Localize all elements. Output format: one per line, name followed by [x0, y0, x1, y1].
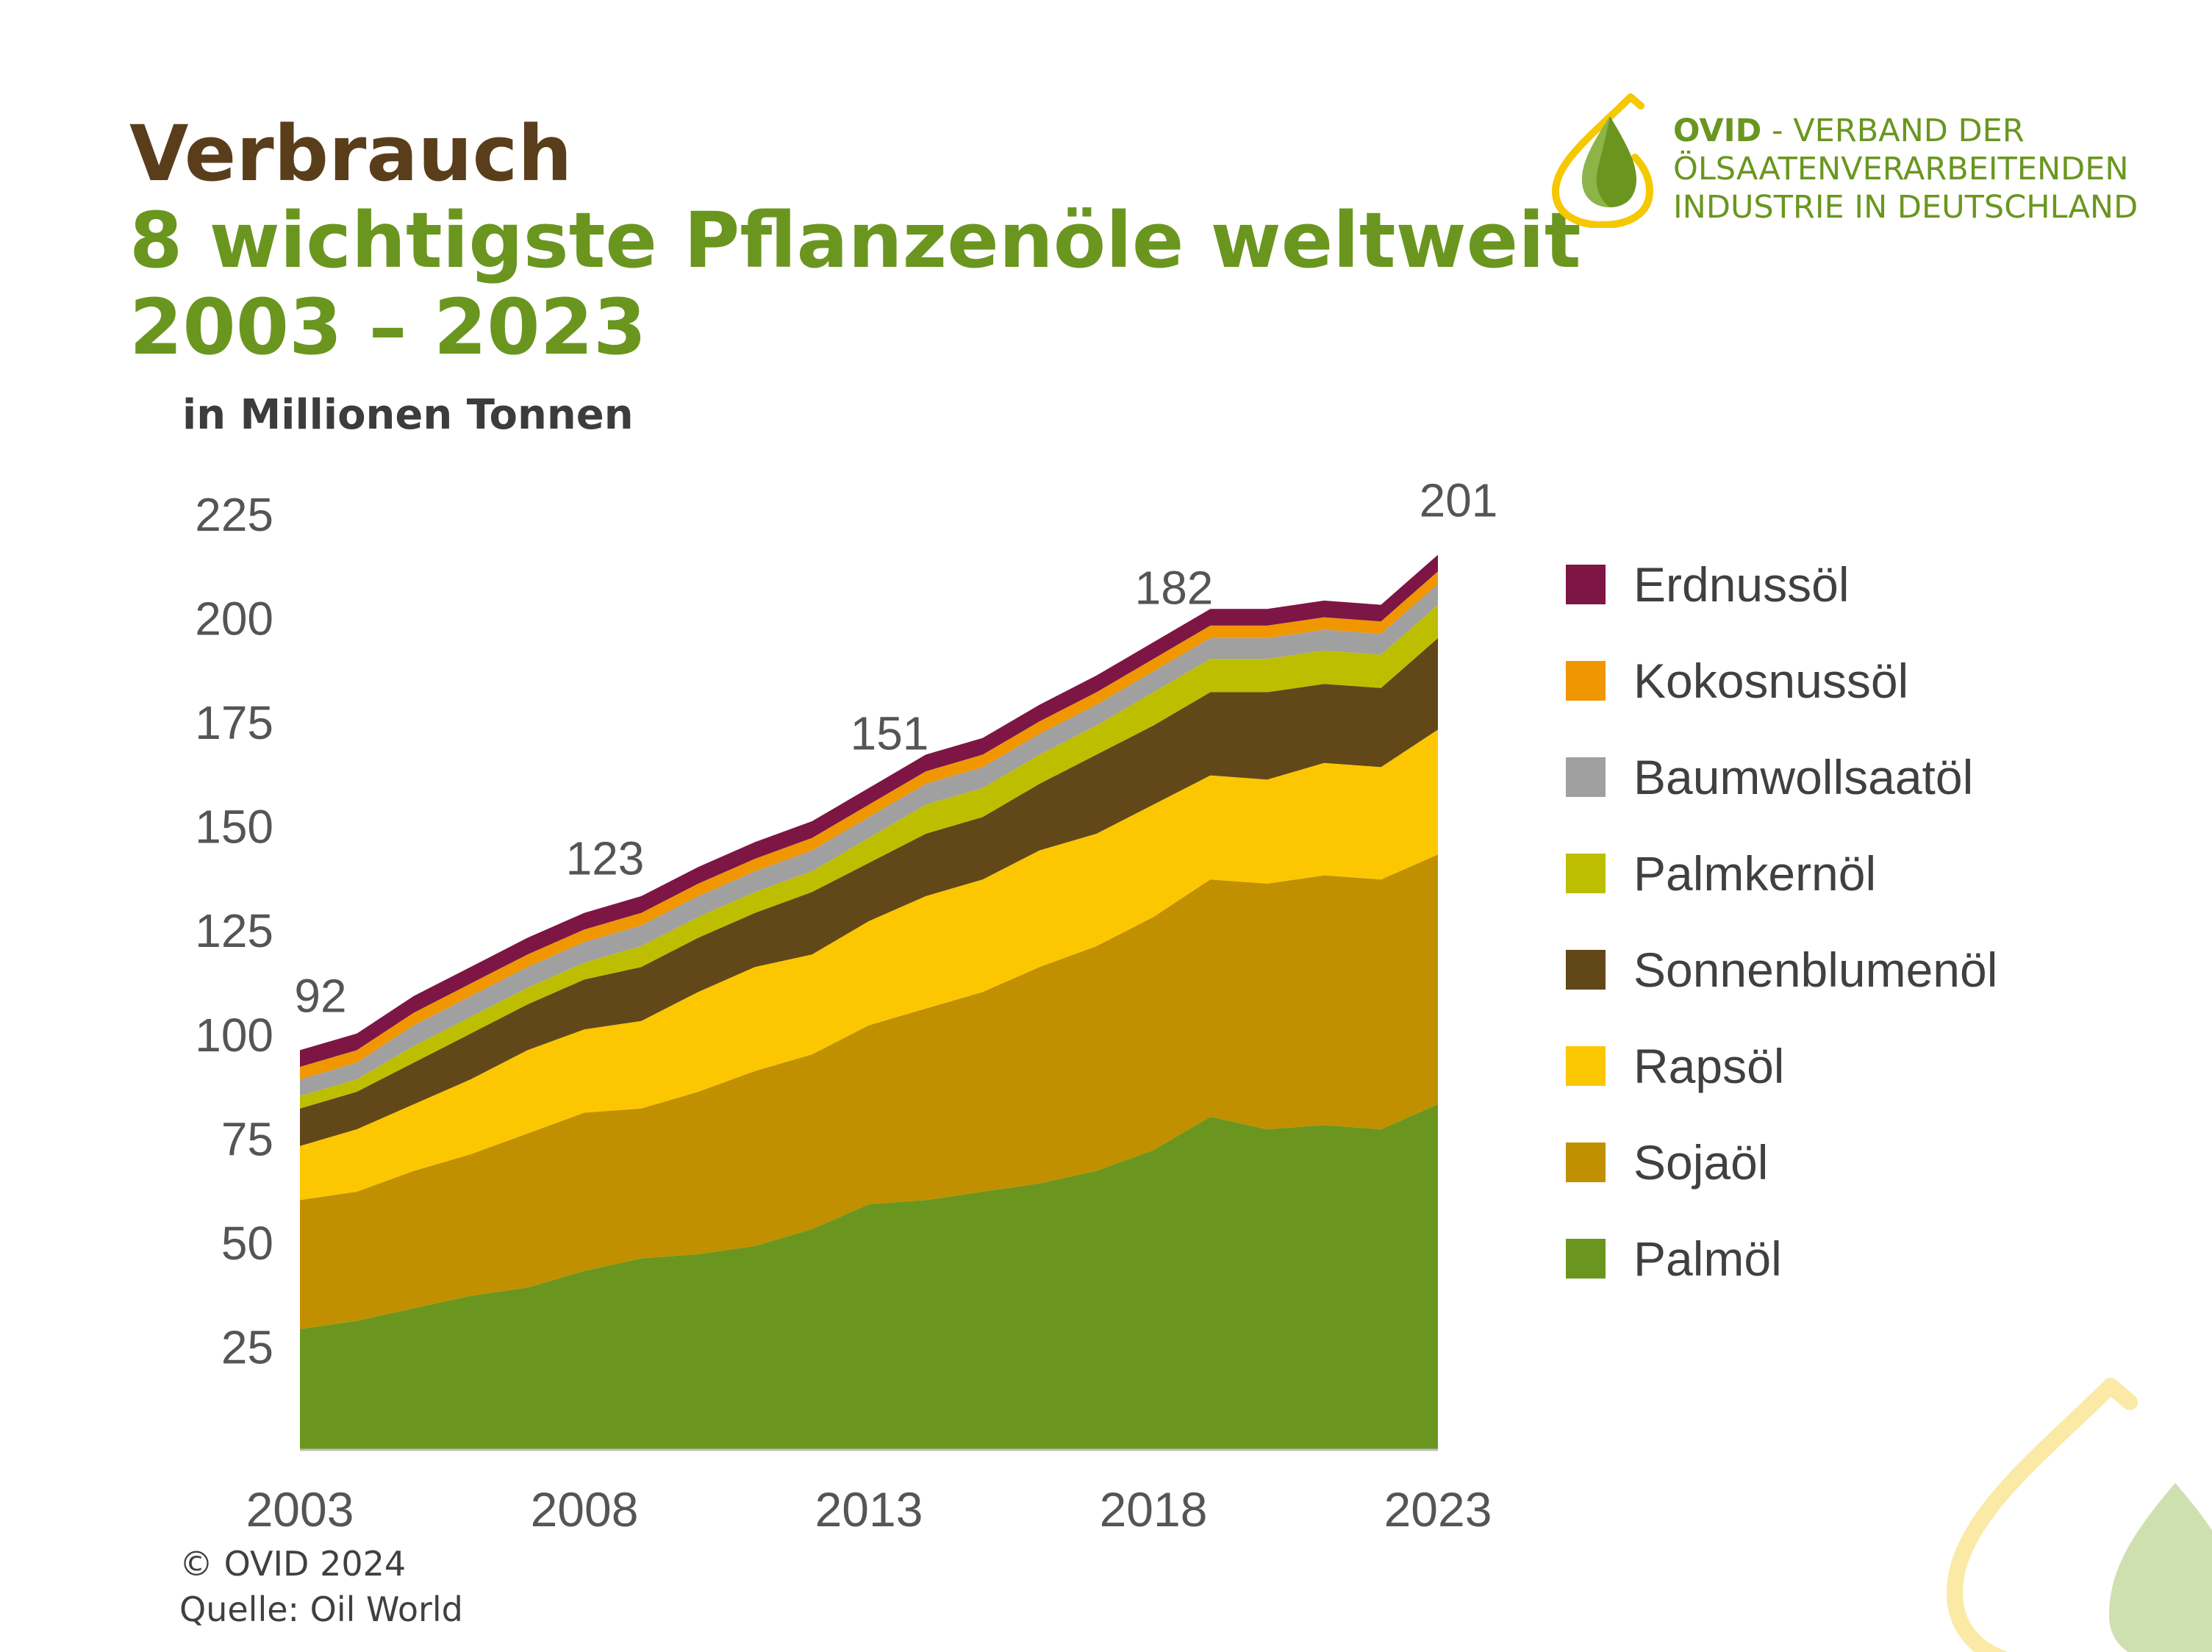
x-tick-label: 2018 [1100, 1482, 1208, 1537]
annotations-group: 92 123 151 182 201 [294, 474, 1497, 1023]
legend-swatch [1566, 661, 1606, 701]
legend-item-sojaol: Sojaöl [1566, 1133, 1768, 1192]
legend-label: Palmkernöl [1633, 846, 1877, 901]
legend-swatch [1566, 1143, 1606, 1182]
legend-swatch [1566, 757, 1606, 797]
legend-label: Kokosnussöl [1633, 654, 1909, 708]
chart-subtitle: 8 wichtigste Pflanzenöle weltweit [129, 196, 1581, 285]
legend-label: Erdnussöl [1633, 557, 1850, 612]
chart-period: 2003 – 2023 [129, 282, 647, 372]
total-label: 182 [1135, 562, 1214, 615]
y-tick-label: 225 [195, 488, 273, 541]
source-text: Quelle: Oil World [179, 1590, 463, 1629]
area-series-group [300, 554, 1438, 1450]
decorative-drop-icon [1946, 1378, 2212, 1652]
area-sojaol [300, 854, 1438, 1329]
area-palmol [300, 1104, 1438, 1450]
legend-item-erdnussol: Erdnussöl [1566, 555, 1850, 614]
x-tick-label: 2013 [815, 1482, 923, 1537]
area-erdnussol [300, 554, 1438, 1068]
legend-label: Sonnenblumenöl [1633, 943, 1998, 997]
copyright-text: © OVID 2024 [179, 1544, 407, 1584]
legend-label: Baumwollsaatöl [1633, 750, 1974, 804]
total-label: 92 [294, 969, 346, 1022]
x-tick-label: 2003 [246, 1482, 354, 1537]
legend-item-baumwollsaatol: Baumwollsaatöl [1566, 748, 1973, 807]
legend-swatch [1566, 1239, 1606, 1279]
legend-swatch [1566, 565, 1606, 604]
axes-group: 25 50 75 100 125 150 175 200 225 2003 2008 2013 2018… [195, 488, 1492, 1537]
footer: © OVID 2024 Quelle: Oil World [179, 1541, 463, 1632]
area-sonnenblumenol [300, 637, 1438, 1146]
area-kokosnussol [300, 571, 1438, 1080]
legend-swatch [1566, 1046, 1606, 1086]
total-label: 123 [566, 832, 645, 885]
area-palmkernol [300, 604, 1438, 1109]
legend-swatch [1566, 854, 1606, 893]
y-tick-label: 150 [195, 801, 273, 854]
y-tick-label: 200 [195, 593, 273, 646]
y-tick-label: 100 [195, 1009, 273, 1062]
x-tick-label: 2023 [1384, 1482, 1492, 1537]
legend-label: Sojaöl [1633, 1135, 1769, 1190]
brand-text: OVID - VERBAND DER ÖLSAATENVERARBEITENDE… [1673, 112, 2138, 226]
x-tick-label: 2008 [531, 1482, 639, 1537]
legend-label: Rapsöl [1633, 1039, 1785, 1093]
brand-line3: INDUSTRIE IN DEUTSCHLAND [1673, 189, 2138, 226]
y-tick-label: 175 [195, 696, 273, 749]
legend-item-palmkernol: Palmkernöl [1566, 844, 1876, 903]
legend-label: Palmöl [1633, 1231, 1782, 1286]
legend-swatch [1566, 950, 1606, 990]
brand-line1: - VERBAND DER [1761, 112, 2025, 149]
area-rapsol [300, 729, 1438, 1201]
chart-title: Verbrauch [129, 109, 573, 199]
y-tick-label: 25 [221, 1320, 273, 1373]
y-tick-label: 75 [221, 1112, 273, 1165]
y-tick-label: 125 [195, 904, 273, 957]
brand-line2: ÖLSAATENVERARBEITENDEN [1673, 151, 2129, 187]
legend-item-rapsol: Rapsöl [1566, 1037, 1784, 1095]
legend-item-sonnenblumenol: Sonnenblumenöl [1566, 940, 1997, 999]
total-label: 151 [851, 707, 929, 760]
brand-name: OVID [1673, 112, 1762, 149]
area-baumwollsaatol [300, 584, 1438, 1096]
title-block: Verbrauch 8 wichtigste Pflanzenöle weltw… [129, 110, 1581, 371]
y-tick-label: 50 [221, 1217, 273, 1270]
y-axis-unit: in Millionen Tonnen [182, 391, 634, 439]
legend-item-palmol: Palmöl [1566, 1229, 1782, 1288]
legend-item-kokosnussol: Kokosnussöl [1566, 651, 1908, 710]
oil-drop-icon [1551, 93, 1654, 228]
total-label: 201 [1420, 474, 1498, 527]
